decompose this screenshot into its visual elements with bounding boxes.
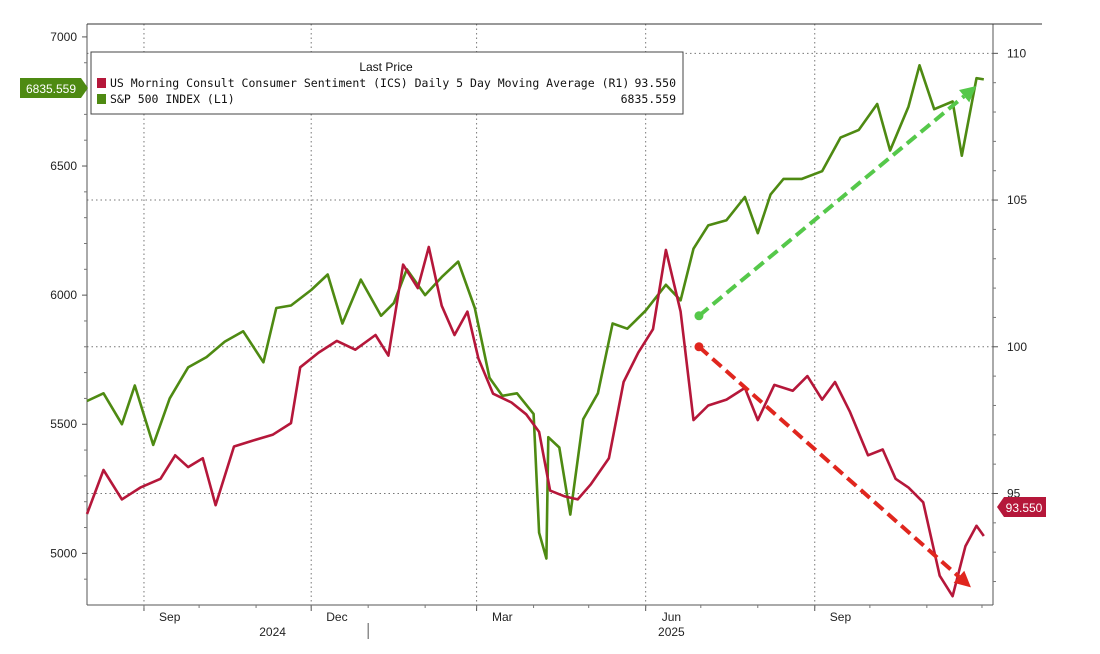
left-axis: 5000 5500 6000 6500 7000	[50, 30, 87, 580]
left-badge-shape	[20, 78, 88, 98]
ics-series-line	[85, 245, 985, 598]
legend-value-spx: 6835.559	[621, 92, 676, 106]
plot-frame	[86, 23, 1042, 606]
left-last-value-badge: 6835.559	[20, 78, 88, 98]
right-tick-label: 95	[1007, 486, 1021, 500]
x-tick-label: Dec	[326, 610, 347, 624]
green-dashed-arrow-shaft	[697, 94, 966, 318]
red-dashed-arrow-head	[953, 570, 971, 588]
legend-box	[90, 51, 684, 115]
x-tick-label: Sep	[159, 610, 181, 624]
last-value-badges: 6835.559 93.550	[20, 78, 1046, 517]
legend-swatch-ics	[97, 78, 106, 88]
x-tick-label: Jun	[662, 610, 681, 624]
right-badge-shape	[997, 497, 1046, 517]
green-dashed-arrow-origin	[694, 311, 704, 321]
right-tick-label: 105	[1007, 193, 1027, 207]
x-year-label: 2024	[259, 625, 286, 639]
x-year-label: 2025	[658, 625, 685, 639]
red-dashed-arrow-shaft	[697, 345, 961, 579]
legend-label-ics: US Morning Consult Consumer Sentiment (I…	[110, 76, 629, 90]
left-tick-label: 5000	[50, 546, 77, 560]
left-tick-label: 6000	[50, 288, 77, 302]
right-axis: 95 100 105 110	[993, 46, 1027, 583]
legend-value-ics: 93.550	[634, 76, 676, 90]
legend-swatch-spx	[97, 94, 106, 104]
series-layer	[85, 64, 985, 598]
x-axis: Sep Dec Mar Jun Sep 2024 2025	[143, 605, 983, 639]
x-tick-label: Mar	[492, 610, 513, 624]
spx-series-line	[86, 64, 985, 560]
right-badge-text: 93.550	[1006, 501, 1043, 515]
left-tick-label: 6500	[50, 159, 77, 173]
left-tick-label: 7000	[50, 30, 77, 44]
left-tick-label: 5500	[50, 417, 77, 431]
annotation-layer	[694, 85, 977, 588]
right-tick-label: 100	[1007, 340, 1027, 354]
left-badge-text: 6835.559	[26, 82, 76, 96]
legend-label-spx: S&P 500 INDEX (L1)	[110, 92, 235, 106]
right-last-value-badge: 93.550	[997, 497, 1046, 517]
legend-title: Last Price	[359, 60, 413, 74]
right-tick-label: 110	[1007, 46, 1026, 60]
green-dashed-arrow-head	[959, 85, 977, 103]
red-dashed-arrow-origin	[694, 342, 704, 352]
legend: Last Price US Morning Consult Consumer S…	[90, 51, 684, 115]
x-tick-label: Sep	[830, 610, 852, 624]
